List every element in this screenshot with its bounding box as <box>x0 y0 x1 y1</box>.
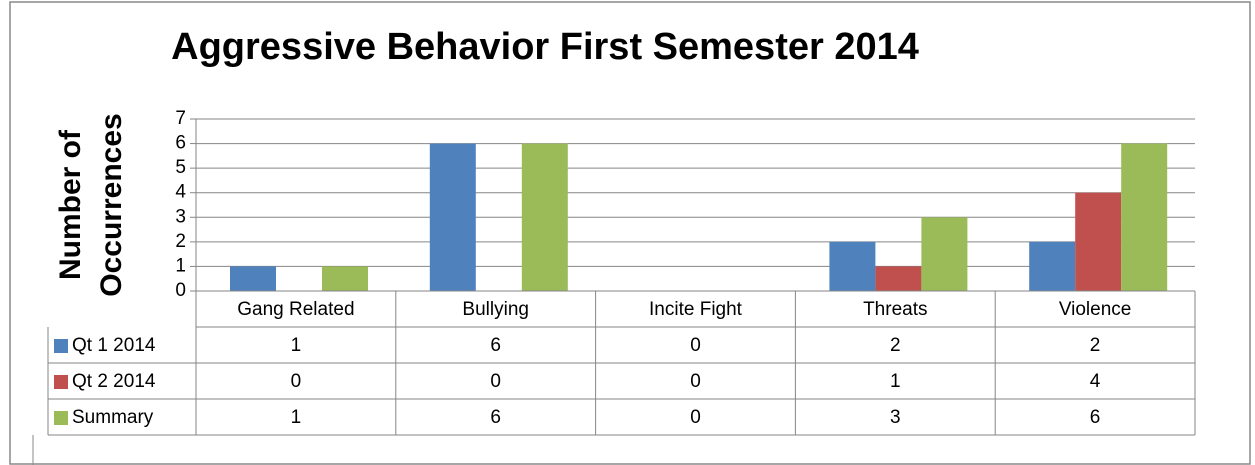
table-value: 1 <box>890 371 901 392</box>
y-tick-label: 5 <box>175 157 186 178</box>
x-tick-label: Bullying <box>462 299 529 320</box>
bar <box>1075 192 1122 291</box>
bar <box>429 143 476 291</box>
legend-swatch <box>54 339 68 353</box>
y-tick-label: 6 <box>175 133 186 154</box>
table-value: 6 <box>490 335 501 356</box>
bar <box>875 266 922 291</box>
y-tick-label: 7 <box>175 108 186 129</box>
y-tick-label: 4 <box>175 182 186 203</box>
y-tick-label: 2 <box>175 231 186 252</box>
table-value: 1 <box>291 335 302 356</box>
bar <box>322 266 368 291</box>
table-value: 0 <box>291 371 302 392</box>
legend-label: Summary <box>72 407 154 428</box>
x-tick-label: Gang Related <box>237 299 354 320</box>
y-tick-label: 1 <box>175 255 186 276</box>
y-axis-label: Number of <box>54 129 87 280</box>
chart-frame <box>9 1 1251 465</box>
table-value: 0 <box>490 371 501 392</box>
bar <box>1029 241 1076 291</box>
table-value: 1 <box>291 407 302 428</box>
chart-title: Aggressive Behavior First Semester 2014 <box>171 26 919 68</box>
table-value: 0 <box>690 335 701 356</box>
bar <box>521 143 568 291</box>
x-tick-label: Incite Fight <box>649 299 743 320</box>
table-value: 0 <box>690 407 701 428</box>
table-value: 2 <box>1090 335 1101 356</box>
y-tick-label: 0 <box>175 280 186 301</box>
bar <box>921 217 968 291</box>
y-axis-label: Occurrences <box>95 113 128 296</box>
table-value: 2 <box>890 335 901 356</box>
legend-label: Qt 1 2014 <box>72 335 156 356</box>
table-value: 4 <box>1090 371 1101 392</box>
legend-label: Qt 2 2014 <box>72 371 156 392</box>
x-tick-label: Violence <box>1059 299 1132 320</box>
bar <box>1121 143 1168 291</box>
table-value: 0 <box>690 371 701 392</box>
bar <box>230 266 276 291</box>
y-tick-label: 3 <box>175 206 186 227</box>
table-value: 6 <box>1090 407 1101 428</box>
table-value: 3 <box>890 407 901 428</box>
table-value: 6 <box>490 407 501 428</box>
x-tick-label: Threats <box>863 299 927 320</box>
bar <box>829 241 876 291</box>
legend-swatch <box>54 411 68 425</box>
legend-swatch <box>54 375 68 389</box>
